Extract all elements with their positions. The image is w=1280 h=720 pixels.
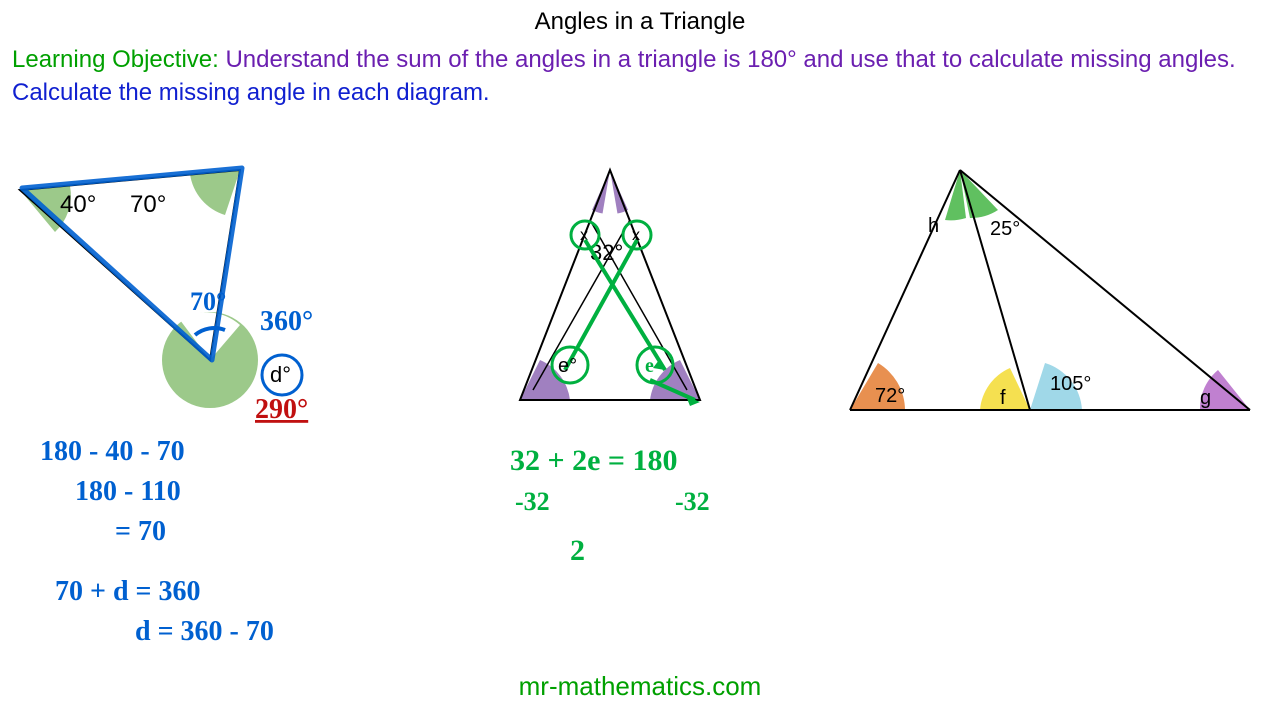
d3-f: f (1000, 387, 1006, 409)
d1-angle-70: 70° (130, 191, 166, 218)
d3-25: 25° (990, 218, 1020, 240)
d2-calc1: 32 + 2e = 180 (510, 444, 678, 477)
objective-text: Understand the sum of the angles in a tr… (225, 46, 1235, 73)
d2-calc2a: -32 (515, 487, 550, 516)
d1-calc4: 70 + d = 360 (55, 576, 200, 607)
instruction-text: Calculate the missing angle in each diag… (0, 75, 1280, 107)
diagram-2: 32° x x e° e 32 + 2e = 180 -32 -32 2 (440, 150, 800, 650)
d1-hand-360: 360° (260, 306, 313, 337)
d2-calc3: 2 (570, 534, 585, 567)
d1-calc3: = 70 (115, 516, 166, 547)
d3-72: 72° (875, 385, 905, 407)
d2-e2: e (645, 355, 654, 377)
diagram-3: h 25° 72° f 105° g (830, 160, 1270, 460)
d1-angle-40: 40° (60, 191, 96, 218)
d1-calc5: d = 360 - 70 (135, 616, 274, 647)
d2-e1: e° (558, 355, 577, 377)
objective-label: Learning Objective: (12, 46, 225, 73)
d3-g: g (1200, 387, 1211, 409)
d1-calc2: 180 - 110 (75, 476, 181, 507)
d1-calc1: 180 - 40 - 70 (40, 436, 185, 467)
d3-h: h (928, 215, 939, 237)
page-title: Angles in a Triangle (0, 0, 1280, 36)
d1-unknown-d: d° (270, 362, 291, 387)
footer-text: mr-mathematics.com (0, 671, 1280, 702)
d1-hand-70: 70° (190, 287, 226, 316)
d1-hand-290: 290° (255, 394, 308, 425)
d2-calc2b: -32 (675, 487, 710, 516)
diagram-1: 40° 70° d° 70° 360° 290° 180 - 40 - 70 1… (0, 150, 420, 670)
d3-105: 105° (1050, 373, 1091, 395)
learning-objective: Learning Objective: Understand the sum o… (0, 36, 1280, 75)
diagrams-area: 40° 70° d° 70° 360° 290° 180 - 40 - 70 1… (0, 150, 1280, 580)
